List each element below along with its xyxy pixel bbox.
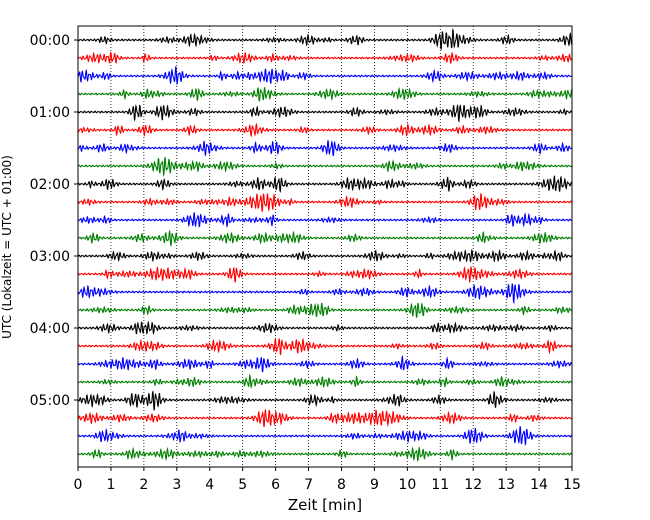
x-tick-label: 7: [304, 477, 313, 493]
x-tick-label: 9: [370, 477, 379, 493]
seismic-trace: [77, 140, 573, 157]
seismic-trace: [77, 65, 573, 86]
y-tick-label: 05:00: [30, 393, 70, 409]
seismic-trace: [77, 338, 573, 356]
seismic-trace: [77, 408, 573, 428]
x-axis-ticks: 0 1 2 3 4 5 6 7 8 9 10 11 12 13 14 15: [74, 467, 581, 493]
y-axis-ticks: 00:00 01:00 02:00 03:00 04:00 05:00: [30, 33, 78, 409]
seismic-trace: [77, 265, 573, 284]
seismic-trace: [77, 229, 573, 247]
x-tick-label: 10: [398, 477, 416, 493]
x-tick-label: 5: [238, 477, 247, 493]
y-tick-label: 03:00: [30, 249, 70, 265]
seismic-trace: [77, 192, 573, 212]
x-tick-label: 6: [271, 477, 280, 493]
plot-frame: [77, 25, 573, 468]
y-tick-label: 02:00: [30, 177, 70, 193]
x-axis-label: Zeit [min]: [288, 496, 362, 514]
x-tick-label: 0: [74, 477, 83, 493]
x-tick-label: 1: [106, 477, 115, 493]
x-tick-label: 14: [530, 477, 548, 493]
x-tick-label: 3: [172, 477, 181, 493]
x-tick-label: 15: [563, 477, 581, 493]
seismic-trace: [77, 426, 573, 447]
seismic-trace: [77, 248, 573, 263]
y-tick-label: 04:00: [30, 321, 70, 337]
seismic-trace: [77, 175, 573, 194]
seismic-trace: [77, 86, 573, 102]
x-tick-label: 12: [464, 477, 482, 493]
x-tick-label: 2: [139, 477, 148, 493]
seismic-trace: [77, 283, 573, 305]
y-tick-label: 01:00: [30, 105, 70, 121]
seismic-trace: [77, 301, 573, 318]
seismic-trace: [77, 445, 573, 463]
seismic-trace: [77, 212, 573, 228]
x-tick-label: 11: [431, 477, 449, 493]
seismic-trace: [77, 320, 573, 336]
seismic-trace: [77, 51, 573, 65]
y-axis-label: UTC (Lokalzeit = UTC + 01:00): [0, 155, 14, 339]
x-tick-label: 4: [205, 477, 214, 493]
seismic-trace: [77, 373, 573, 389]
seismic-trace: [77, 122, 573, 138]
y-tick-label: 00:00: [30, 33, 70, 49]
seismic-trace: [78, 390, 573, 411]
x-tick-label: 8: [337, 477, 346, 493]
x-tick-label: 13: [497, 477, 515, 493]
seismic-trace: [77, 157, 573, 178]
trace-layer: [77, 27, 573, 463]
seismic-trace: [77, 103, 573, 123]
seismic-trace: [77, 27, 573, 50]
seismic-trace: [77, 355, 573, 373]
